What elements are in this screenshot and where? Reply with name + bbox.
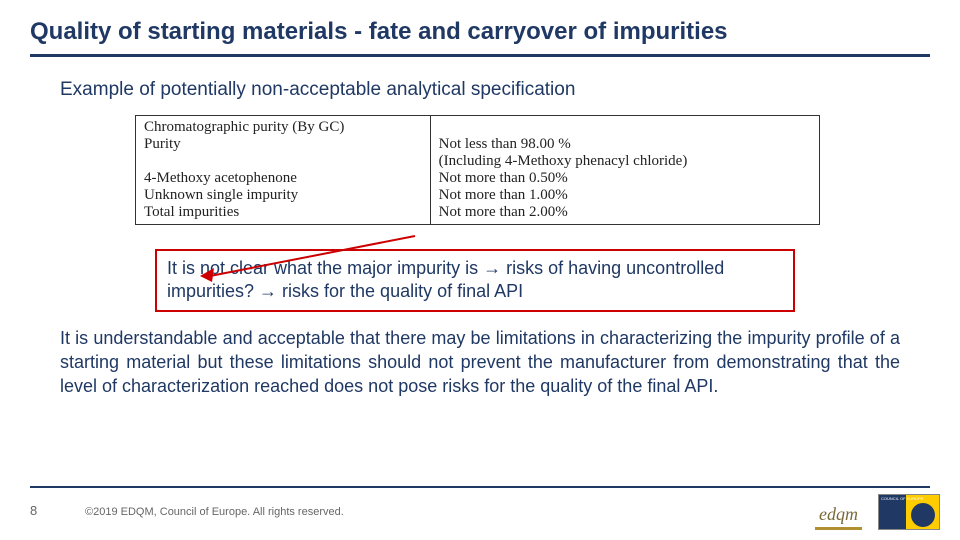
- coe-stars-icon: [911, 503, 935, 527]
- slide-title: Quality of starting materials - fate and…: [0, 0, 960, 54]
- specification-table: Chromatographic purity (By GC) Purity 4-…: [135, 115, 820, 225]
- footer-divider: [30, 486, 930, 488]
- subtitle: Example of potentially non-acceptable an…: [0, 57, 960, 115]
- coe-logo-label: COUNCIL OF EUROPE: [881, 497, 924, 501]
- copyright-text: ©2019 EDQM, Council of Europe. All right…: [85, 506, 344, 518]
- callout-text: It is not clear what the major impurity …: [167, 258, 724, 301]
- callout-box: It is not clear what the major impurity …: [155, 249, 795, 312]
- table-cell-limits: Not less than 98.00 % (Including 4-Metho…: [430, 116, 819, 225]
- table-row: Chromatographic purity (By GC) Purity 4-…: [136, 116, 820, 225]
- body-paragraph: It is understandable and acceptable that…: [0, 312, 960, 399]
- edqm-logo: edqm: [815, 504, 862, 530]
- page-number: 8: [30, 503, 37, 518]
- council-of-europe-logo: COUNCIL OF EUROPE: [878, 494, 940, 530]
- table-cell-tests: Chromatographic purity (By GC) Purity 4-…: [136, 116, 431, 225]
